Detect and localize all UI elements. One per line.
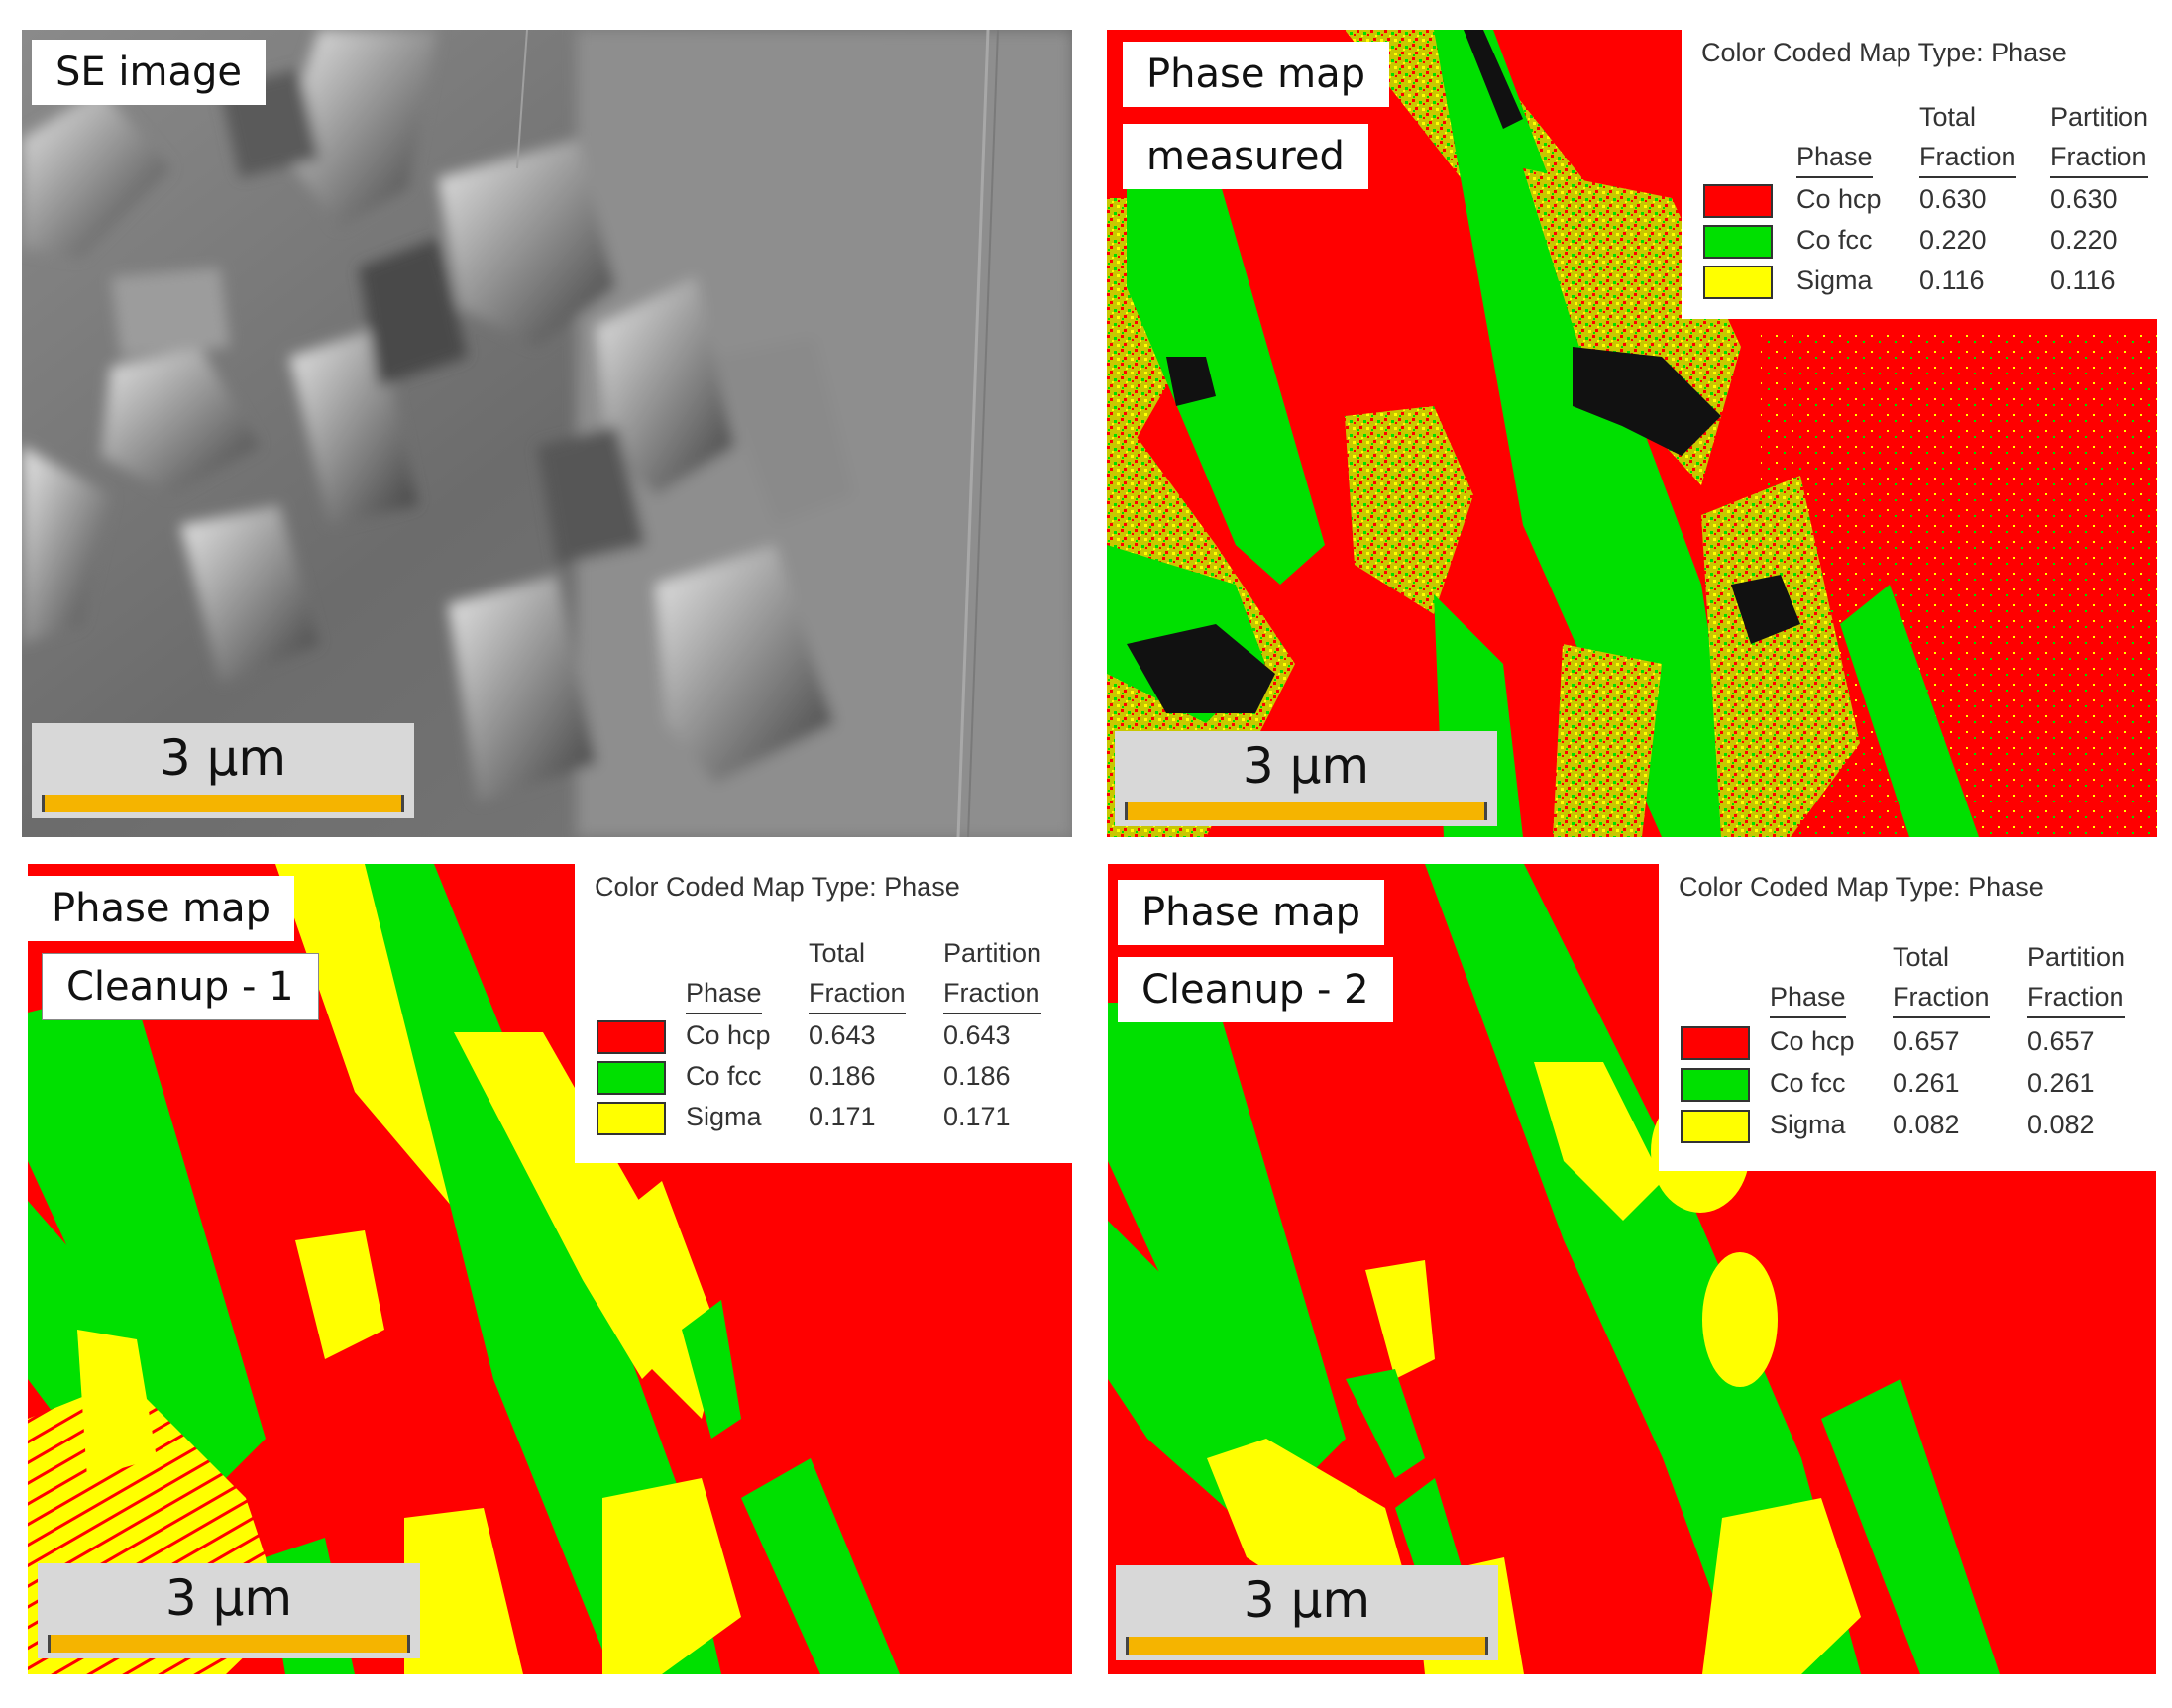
legend-header-total: Total Fraction [1919, 97, 2016, 178]
se-image-label: SE image [32, 40, 266, 105]
scale-bar-line [48, 1635, 410, 1653]
phase-map-label: Phase map [1118, 880, 1385, 945]
scale-bar: 3 µm [1116, 1565, 1498, 1660]
phase-legend: Color Coded Map Type: Phase Phase Total F… [1682, 30, 2157, 319]
legend-swatch-co-hcp [1681, 1026, 1750, 1060]
legend-swatch-sigma [597, 1102, 666, 1135]
measured-phase-map-panel: Phase map measured Color Coded Map Type:… [1107, 30, 2157, 837]
legend-swatch-co-fcc [1681, 1068, 1750, 1102]
legend-swatch-sigma [1681, 1110, 1750, 1143]
legend-row: Sigma 0.171 0.171 [575, 1096, 1072, 1137]
scale-bar-line [1126, 1637, 1488, 1655]
legend-swatch-co-hcp [1703, 184, 1773, 218]
phase-map-label: Phase map [1123, 42, 1390, 107]
measured-label: measured [1123, 124, 1368, 189]
legend-header-partition: Partition Fraction [2027, 937, 2126, 1018]
legend-header-partition: Partition Fraction [943, 933, 1042, 1014]
legend-swatch-co-fcc [1703, 225, 1773, 259]
legend-header-total: Total Fraction [1893, 937, 1990, 1018]
cleanup-1-label: Cleanup - 1 [42, 953, 319, 1020]
scale-bar: 3 µm [32, 723, 414, 818]
legend-row: Co hcp 0.643 0.643 [575, 1014, 1072, 1056]
scale-bar-label: 3 µm [164, 1569, 293, 1627]
scale-bar-line [1125, 802, 1487, 820]
legend-header-phase: Phase [1796, 137, 1873, 178]
legend-header-phase: Phase [686, 973, 762, 1014]
legend-row: Co hcp 0.657 0.657 [1659, 1020, 2156, 1062]
cleanup-2-phase-map-panel: Phase map Cleanup - 2 Color Coded Map Ty… [1108, 864, 2156, 1674]
legend-swatch-co-fcc [597, 1061, 666, 1095]
phase-map-label: Phase map [28, 876, 295, 941]
scale-bar: 3 µm [38, 1563, 420, 1658]
cleanup-2-label: Cleanup - 2 [1118, 957, 1393, 1022]
legend-row: Co fcc 0.186 0.186 [575, 1055, 1072, 1097]
legend-row: Co fcc 0.261 0.261 [1659, 1062, 2156, 1104]
legend-row: Sigma 0.082 0.082 [1659, 1104, 2156, 1145]
legend-row: Co fcc 0.220 0.220 [1682, 219, 2157, 261]
scale-bar-label: 3 µm [159, 729, 287, 787]
se-micrograph [22, 30, 1072, 837]
legend-header-partition: Partition Fraction [2050, 97, 2149, 178]
legend-row: Co hcp 0.630 0.630 [1682, 178, 2157, 220]
legend-header-total: Total Fraction [809, 933, 906, 1014]
legend-header-phase: Phase [1770, 977, 1846, 1018]
cleanup-1-phase-map-panel: Phase map Cleanup - 1 Color Coded Map Ty… [28, 864, 1072, 1674]
se-image-panel: SE image 3 µm [22, 30, 1072, 837]
legend-title: Color Coded Map Type: Phase [595, 872, 960, 902]
scale-bar-label: 3 µm [1242, 737, 1370, 795]
legend-row: Sigma 0.116 0.116 [1682, 260, 2157, 301]
legend-title: Color Coded Map Type: Phase [1701, 38, 2067, 67]
phase-legend: Color Coded Map Type: Phase Phase Total F… [575, 864, 1072, 1163]
scale-bar: 3 µm [1115, 731, 1497, 826]
phase-legend: Color Coded Map Type: Phase Phase Total F… [1659, 864, 2156, 1171]
scale-bar-line [42, 795, 404, 812]
legend-swatch-sigma [1703, 266, 1773, 299]
legend-swatch-co-hcp [597, 1020, 666, 1054]
legend-title: Color Coded Map Type: Phase [1679, 872, 2044, 902]
scale-bar-label: 3 µm [1243, 1571, 1371, 1629]
